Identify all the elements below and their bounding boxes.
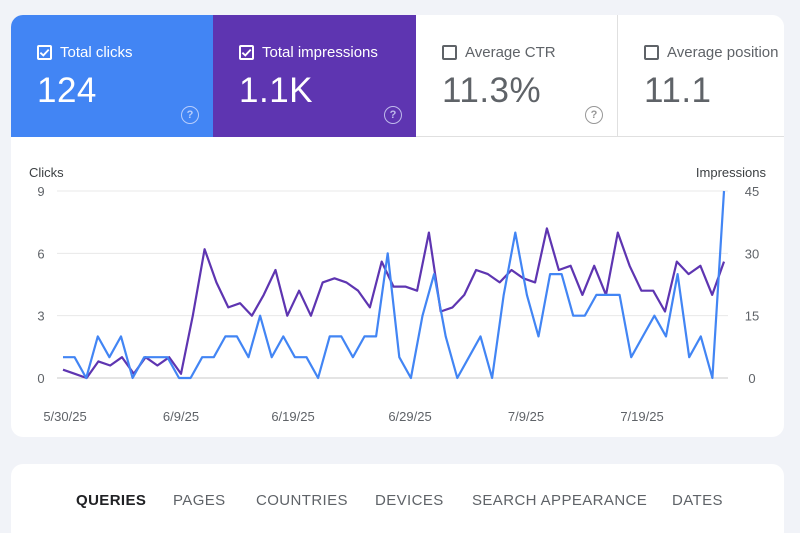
tab-queries[interactable]: QUERIES [76, 492, 147, 509]
x-axis-ticks: 5/30/25 6/9/25 6/19/25 6/29/25 7/9/25 7/19/25 [43, 409, 663, 424]
metric-average-ctr[interactable]: Average CTR 11.3% ? [416, 15, 618, 137]
x-tick-label: 7/19/25 [620, 409, 663, 424]
x-tick-label: 5/30/25 [43, 409, 86, 424]
dimension-tabs: QUERIES PAGES COUNTRIES DEVICES SEARCH A… [11, 492, 784, 512]
right-tick-label: 45 [745, 184, 759, 199]
metric-label: Average CTR [465, 43, 556, 61]
metric-value: 124 [37, 71, 97, 110]
series-line-impressions [62, 227, 726, 380]
right-tick-label: 30 [745, 246, 759, 261]
metric-value: 1.1K [239, 71, 313, 110]
left-tick-label: 3 [37, 309, 44, 324]
left-tick-label: 6 [37, 246, 44, 261]
series-line-clicks [63, 190, 726, 380]
tab-search-appearance[interactable]: SEARCH APPEARANCE [472, 492, 648, 509]
metric-average-position[interactable]: Average position 11.1 [618, 15, 784, 137]
left-tick-label: 9 [37, 184, 44, 199]
metric-total-impressions[interactable]: Total impressions 1.1K ? [213, 15, 416, 137]
right-axis-title: Impressions [695, 165, 766, 180]
tab-pages[interactable]: PAGES [173, 492, 226, 509]
metric-total-clicks[interactable]: Total clicks 124 ? [11, 15, 213, 137]
left-axis-title: Clicks [29, 165, 64, 180]
chart-canvas: 0 3 6 9 0 15 30 45 5/30/25 6/9/25 6/19/25 6/29/25… [37, 184, 759, 424]
metric-value: 11.1 [644, 71, 712, 110]
metric-label: Total impressions [262, 43, 378, 61]
tab-dates[interactable]: DATES [672, 492, 723, 509]
metric-label: Total clicks [60, 43, 133, 61]
checkbox-unchecked-icon[interactable] [442, 44, 457, 60]
help-icon[interactable]: ? [585, 106, 603, 124]
metric-tiles: Total clicks 124 ? Total impressions 1.1… [11, 15, 784, 137]
tab-devices[interactable]: DEVICES [375, 492, 444, 509]
left-axis-ticks: 0 3 6 9 [37, 184, 44, 386]
right-tick-label: 15 [745, 309, 759, 324]
checkbox-checked-icon[interactable] [239, 44, 254, 60]
chart-series [62, 190, 726, 380]
left-tick-label: 0 [37, 371, 44, 386]
performance-card: Total clicks 124 ? Total impressions 1.1… [11, 15, 784, 437]
checkbox-unchecked-icon[interactable] [644, 44, 659, 60]
x-tick-label: 7/9/25 [508, 409, 544, 424]
x-tick-label: 6/9/25 [163, 409, 199, 424]
right-tick-label: 0 [748, 371, 755, 386]
chart-grid [57, 190, 728, 379]
tab-countries[interactable]: COUNTRIES [256, 492, 348, 509]
checkbox-checked-icon[interactable] [37, 44, 52, 60]
metric-value: 11.3% [442, 71, 542, 110]
dimension-tabs-card: QUERIES PAGES COUNTRIES DEVICES SEARCH A… [11, 464, 784, 533]
help-icon[interactable]: ? [384, 106, 402, 124]
x-tick-label: 6/19/25 [271, 409, 314, 424]
right-axis-ticks: 0 15 30 45 [745, 184, 759, 386]
performance-chart[interactable]: 0 3 6 9 0 15 30 45 5/30/25 6/9/25 6/19/25 6/29/25… [11, 155, 784, 437]
x-tick-label: 6/29/25 [388, 409, 431, 424]
metric-label: Average position [667, 43, 779, 61]
help-icon[interactable]: ? [181, 106, 199, 124]
